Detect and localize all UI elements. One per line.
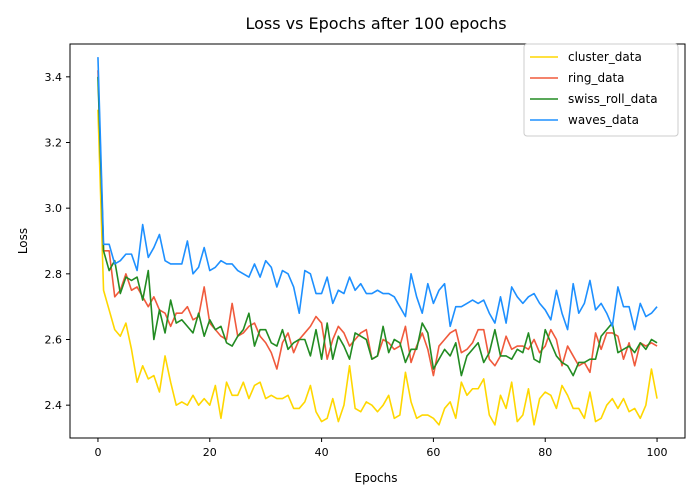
y-tick-label: 3.2 <box>45 137 63 150</box>
x-tick-label: 0 <box>94 446 101 459</box>
x-tick-label: 100 <box>647 446 668 459</box>
legend-label-ring-data: ring_data <box>568 71 625 85</box>
series-line-waves-data <box>97 57 658 331</box>
legend-label-cluster-data: cluster_data <box>568 50 642 64</box>
y-tick-label: 3.0 <box>45 202 63 215</box>
x-tick-label: 60 <box>426 446 440 459</box>
legend: cluster_data ring_data swiss_roll_datawave… <box>523 43 679 137</box>
series-line-cluster-data <box>97 109 658 426</box>
series-line-swiss-roll-data <box>97 76 658 377</box>
axes-layer: 0 20 40 60 80 100 2.4 2.6 2.8 3.0 3.2 3.4 <box>45 43 686 459</box>
y-tick-label: 3.4 <box>45 71 63 84</box>
x-tick-label: 40 <box>315 446 329 459</box>
x-tick-label: 20 <box>203 446 217 459</box>
y-tick-label: 2.4 <box>45 399 63 412</box>
legend-label-swiss-roll-data: swiss_roll_data <box>568 92 658 106</box>
chart-title: Loss vs Epochs after 100 epochs <box>245 14 506 33</box>
series-layer <box>97 57 658 426</box>
legend-box <box>523 43 679 137</box>
legend-label-waves-data: waves_data <box>568 113 639 127</box>
y-axis-label: Loss <box>16 228 30 254</box>
x-tick-label: 80 <box>538 446 552 459</box>
y-tick-label: 2.8 <box>45 268 63 281</box>
x-axis-label: Epochs <box>355 471 398 485</box>
y-tick-label: 2.6 <box>45 334 63 347</box>
plot-frame <box>69 43 686 439</box>
